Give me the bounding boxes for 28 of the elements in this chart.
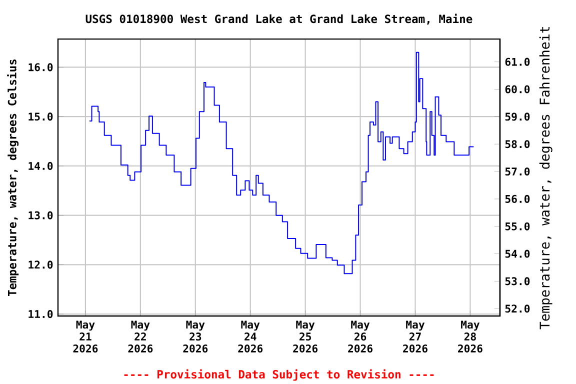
y-tick-label: 15.0 <box>28 112 53 121</box>
x-tick-label: May 27 2026 <box>403 320 428 353</box>
chart-title: USGS 01018900 West Grand Lake at Grand Lake Stream, Maine <box>86 14 472 25</box>
x-tick-label: May 22 2026 <box>128 320 153 353</box>
y2-axis-title: Temperature, water, degrees Fahrenheit <box>539 26 552 330</box>
y2-tick-label: 54.0 <box>505 250 530 258</box>
y-axis-title: Temperature, water, degrees Celsius <box>7 60 19 296</box>
y2-tick-label: 52.0 <box>505 304 530 313</box>
y2-tick-label: 61.0 <box>505 58 530 66</box>
y-tick-label: 16.0 <box>28 63 53 72</box>
x-tick-label: May 26 2026 <box>348 320 372 353</box>
text: ---- Provisional Data Subject to Revision ---- <box>124 369 434 381</box>
y-tick-label: 11.0 <box>28 310 53 318</box>
x-tick-label: May 28 2026 <box>458 320 482 353</box>
y2-tick-label: 60.0 <box>505 85 530 94</box>
y-tick-label: 13.0 <box>28 211 53 220</box>
y-tick-label: 12.0 <box>28 260 53 269</box>
y2-tick-label: 56.0 <box>505 194 530 203</box>
x-tick-label: May 23 2026 <box>183 320 208 353</box>
y-tick-label: 14.0 <box>28 162 53 170</box>
y2-tick-label: 55.0 <box>505 222 530 230</box>
x-tick-label: May 24 2026 <box>238 320 263 353</box>
x-tick-label: May 25 2026 <box>293 320 318 353</box>
y2-tick-label: 59.0 <box>505 112 530 121</box>
y2-tick-label: 57.0 <box>505 167 530 176</box>
x-tick-label: May 21 2026 <box>73 320 98 353</box>
y2-tick-label: 58.0 <box>505 140 530 148</box>
y2-tick-label: 53.0 <box>505 277 530 286</box>
